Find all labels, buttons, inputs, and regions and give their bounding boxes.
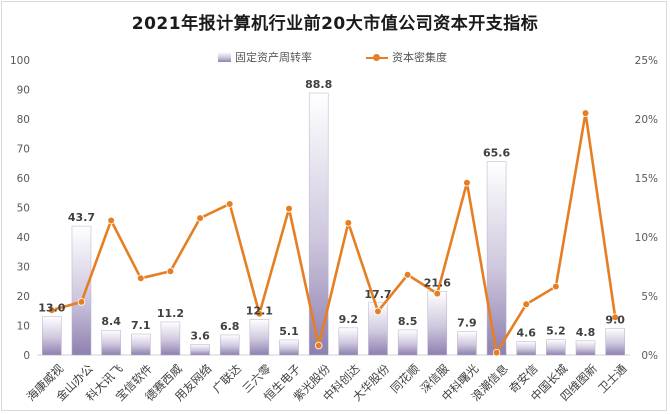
line-point: [611, 313, 619, 322]
y-left-tick-label: 70: [17, 144, 30, 156]
bar: [249, 319, 270, 356]
bar: [368, 302, 388, 356]
bar-data-label: 4.8: [576, 326, 596, 339]
y-right-tick-label: 5%: [641, 291, 658, 303]
bar: [605, 328, 625, 356]
bar-data-label: 65.6: [483, 146, 510, 159]
line-point: [522, 300, 531, 309]
bar-data-label: 21.6: [424, 276, 451, 289]
y-left-tick-label: 50: [17, 203, 30, 215]
bar-data-label: 7.1: [131, 319, 151, 332]
y-left-tick-label: 0: [23, 350, 30, 362]
line-point: [492, 348, 501, 357]
y-right-tick-label: 20%: [635, 114, 658, 126]
line-point: [344, 219, 353, 227]
y-left-tick-label: 60: [17, 173, 30, 185]
bar-data-label: 12.1: [246, 304, 273, 317]
bar-data-label: 11.2: [157, 307, 184, 320]
bar: [575, 340, 596, 356]
line-point: [255, 309, 264, 318]
x-tick-label: 卫士通: [595, 361, 630, 396]
bar: [516, 341, 536, 356]
bar-data-label: 7.9: [457, 317, 477, 330]
y-left-tick-label: 80: [17, 114, 30, 126]
y-right-tick-label: 15%: [635, 173, 658, 185]
y-right-tick-label: 25%: [635, 55, 658, 67]
bar: [71, 225, 92, 356]
bar-data-label: 5.2: [546, 325, 566, 338]
legend-bar-label: 固定资产周转率: [235, 51, 312, 64]
line-point: [433, 289, 442, 298]
bar-data-label: 8.5: [398, 315, 418, 328]
line-point: [107, 216, 115, 225]
line-point: [285, 204, 293, 213]
line-point: [136, 274, 145, 283]
bar: [190, 344, 210, 356]
y-left-tick-label: 90: [17, 85, 30, 97]
y-left-tick-label: 10: [17, 321, 30, 333]
line-point: [463, 178, 471, 187]
line-point: [48, 306, 56, 314]
bar: [279, 339, 299, 356]
bar-data-label: 5.1: [279, 325, 299, 338]
bar-data-label: 43.7: [68, 211, 95, 224]
y-left-tick-label: 30: [17, 262, 30, 274]
bar: [427, 291, 448, 356]
bar: [219, 334, 240, 356]
line-series: [51, 111, 617, 354]
line-point: [166, 267, 175, 276]
x-tick-label: 同花顺: [388, 361, 422, 395]
bar-data-label: 88.8: [305, 78, 332, 91]
y-right-tick-label: 0%: [641, 350, 658, 362]
chart-title: 2021年报计算机行业前20大市值公司资本开支指标: [131, 14, 539, 34]
bar: [131, 333, 151, 356]
bar-data-label: 6.8: [220, 320, 240, 333]
bar: [338, 327, 359, 356]
line-point: [374, 307, 382, 316]
bar-data-label: 3.6: [190, 329, 210, 342]
line-point: [225, 200, 234, 208]
bar-data-label: 4.6: [516, 326, 536, 339]
line-point: [552, 282, 560, 291]
legend-line-label: 资本密集度: [392, 51, 447, 64]
bar-data-label: 9.2: [339, 313, 359, 326]
legend-bar-swatch: [218, 52, 231, 62]
bar-data-label: 8.4: [101, 315, 121, 328]
x-tick-label: 广联达: [210, 361, 245, 396]
bar: [101, 329, 121, 356]
line-point: [196, 214, 204, 222]
line-point: [314, 341, 323, 350]
y-left-tick-label: 20: [17, 291, 30, 303]
bar: [42, 316, 62, 356]
bar: [486, 161, 507, 356]
bar-data-label: 17.7: [364, 288, 391, 301]
y-right-tick-label: 10%: [635, 232, 658, 244]
y-left-tick-label: 40: [17, 232, 30, 244]
bar-data-label: 13.0: [38, 302, 65, 315]
bar: [397, 329, 418, 356]
bar: [457, 331, 477, 356]
bar: [308, 92, 329, 356]
legend-line-marker: [373, 54, 380, 61]
bar: [546, 339, 566, 356]
line-point: [403, 270, 412, 279]
line-point: [77, 298, 86, 306]
bar: [160, 321, 181, 356]
line-point: [581, 109, 590, 117]
y-left-tick-label: 100: [10, 55, 30, 67]
bar-data-label: 9.0: [605, 313, 625, 326]
